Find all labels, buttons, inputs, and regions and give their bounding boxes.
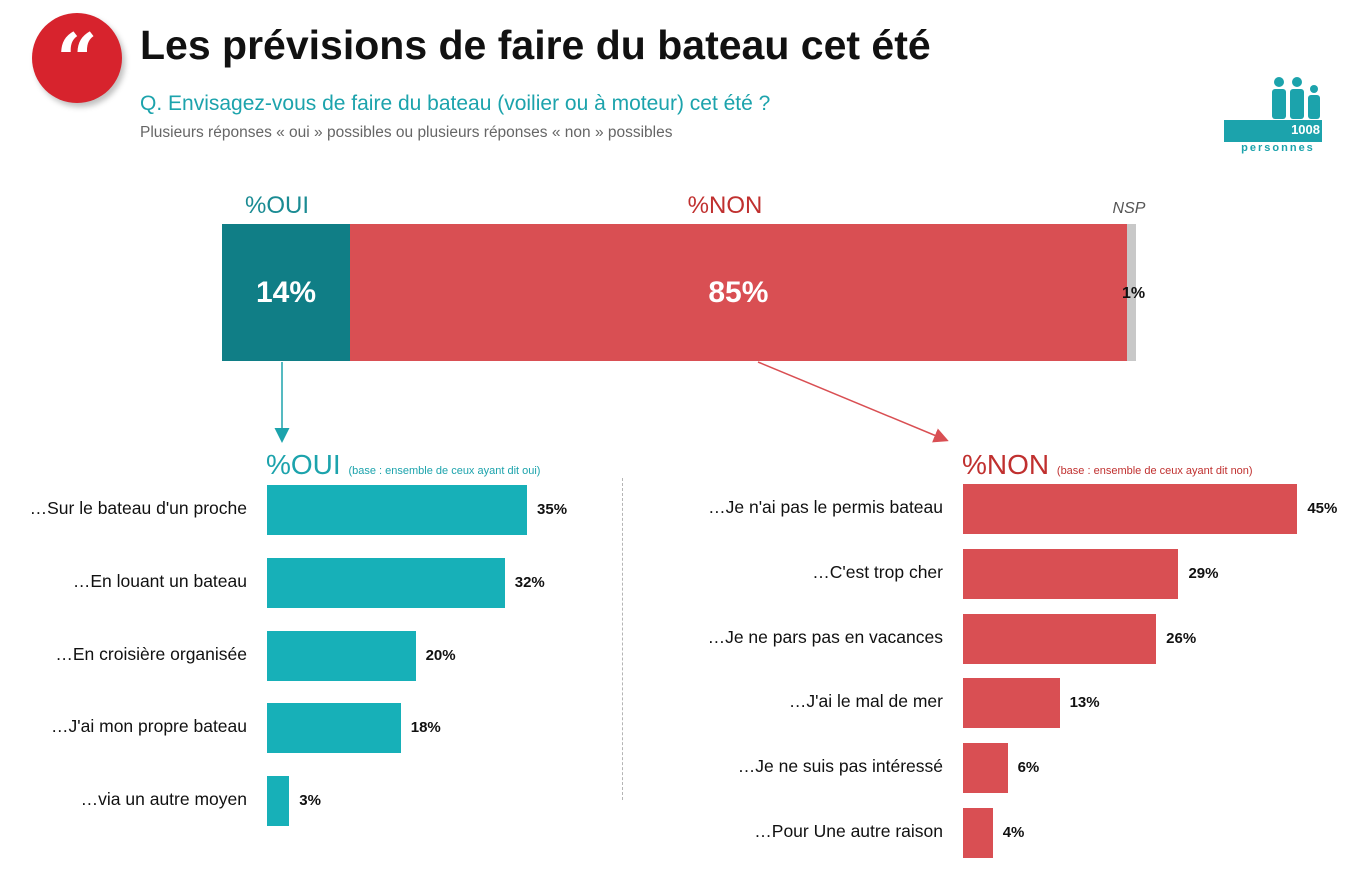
oui-bar-value: 3% bbox=[299, 792, 321, 809]
page-title: Les prévisions de faire du bateau cet ét… bbox=[140, 22, 931, 68]
oui-bar-label: …via un autre moyen bbox=[80, 789, 247, 809]
arrow-non bbox=[757, 361, 949, 443]
non-bar bbox=[963, 743, 1008, 794]
quote-badge: “ bbox=[32, 13, 122, 103]
non-bar-value: 29% bbox=[1188, 564, 1219, 582]
non-panel-base: (base : ensemble de ceux ayant dit non) bbox=[1056, 465, 1253, 477]
people-figures bbox=[1272, 77, 1320, 119]
non-bar-value: 6% bbox=[1017, 759, 1040, 777]
segment-non bbox=[349, 224, 1127, 361]
non-bar bbox=[963, 484, 1298, 534]
oui-panel-base: (base : ensemble de ceux ayant dit oui) bbox=[348, 465, 541, 477]
non-bar bbox=[963, 613, 1157, 664]
stack-heading-oui: %OUI bbox=[244, 192, 309, 219]
non-panel-title: %NON bbox=[962, 449, 1050, 480]
non-bar bbox=[963, 678, 1060, 729]
oui-bar-value: 18% bbox=[410, 719, 441, 737]
non-bar-label: …J'ai le mal de mer bbox=[788, 691, 943, 712]
non-bar bbox=[963, 808, 993, 858]
oui-bar bbox=[267, 557, 505, 608]
non-bar-value: 13% bbox=[1069, 694, 1100, 712]
non-bar-value: 4% bbox=[1002, 824, 1025, 841]
oui-bar bbox=[267, 703, 401, 754]
non-bar-label: …Pour Une autre raison bbox=[754, 821, 943, 841]
panel-divider bbox=[622, 478, 623, 800]
segment-nsp-value: 1% bbox=[1122, 285, 1146, 302]
oui-bar-label: …Sur le bateau d'un proche bbox=[29, 498, 247, 518]
oui-bar-label: …En louant un bateau bbox=[72, 570, 247, 591]
oui-bar-value: 20% bbox=[425, 646, 456, 664]
quote-icon: “ bbox=[56, 17, 98, 102]
non-bar bbox=[963, 548, 1179, 599]
sample-label: personnes bbox=[1241, 142, 1315, 154]
stack-heading-non: %NON bbox=[687, 192, 763, 219]
non-bar-label: …Je ne pars pas en vacances bbox=[707, 626, 943, 647]
oui-panel-title: %OUI bbox=[266, 449, 341, 480]
non-bar-label: …Je n'ai pas le permis bateau bbox=[708, 497, 943, 517]
segment-oui-value: 14% bbox=[255, 276, 316, 309]
oui-bar bbox=[267, 776, 290, 826]
segment-oui bbox=[222, 224, 350, 361]
non-bar-value: 45% bbox=[1307, 500, 1338, 517]
segment-non-value: 85% bbox=[708, 276, 769, 309]
oui-bar bbox=[267, 485, 528, 535]
stacked-bar: 14% 85% bbox=[222, 224, 1136, 361]
question-note: Plusieurs réponses « oui » possibles ou … bbox=[140, 124, 673, 141]
oui-bar-value: 35% bbox=[537, 501, 568, 518]
sample-count-band bbox=[1224, 120, 1322, 142]
segment-nsp bbox=[1126, 224, 1136, 361]
non-bar-label: …Je ne suis pas intéressé bbox=[737, 756, 943, 777]
stack-heading-nsp: NSP bbox=[1112, 200, 1146, 217]
non-panel-heading: %NON (base : ensemble de ceux ayant dit … bbox=[962, 449, 1253, 481]
oui-bar bbox=[267, 630, 416, 681]
oui-bar-label: …En croisière organisée bbox=[55, 643, 247, 664]
people-group-icon bbox=[1224, 77, 1322, 142]
oui-bar-label: …J'ai mon propre bateau bbox=[51, 716, 247, 737]
non-bar-value: 26% bbox=[1166, 629, 1197, 647]
non-bar-label: …C'est trop cher bbox=[812, 561, 943, 582]
oui-bar-value: 32% bbox=[514, 573, 545, 591]
sample-count: 1008 bbox=[1291, 122, 1320, 137]
oui-panel-heading: %OUI (base : ensemble de ceux ayant dit … bbox=[266, 449, 540, 481]
question-text: Q. Envisagez-vous de faire du bateau (vo… bbox=[140, 92, 771, 115]
